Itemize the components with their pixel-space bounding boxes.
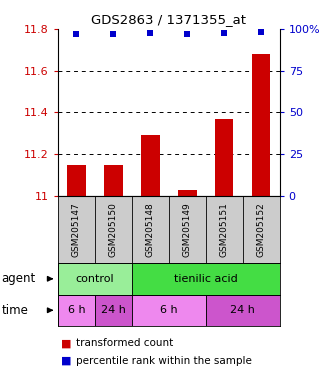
Text: agent: agent	[2, 272, 36, 285]
Text: transformed count: transformed count	[76, 338, 173, 348]
Text: GSM205152: GSM205152	[257, 202, 266, 257]
Bar	[132, 263, 280, 295]
Bar	[132, 295, 206, 326]
Text: tienilic acid: tienilic acid	[174, 274, 238, 284]
Bar	[67, 164, 86, 196]
Bar	[141, 135, 160, 196]
Text: GSM205150: GSM205150	[109, 202, 118, 257]
Bar	[206, 295, 280, 326]
Title: GDS2863 / 1371355_at: GDS2863 / 1371355_at	[91, 13, 246, 26]
Text: 6 h: 6 h	[68, 305, 85, 315]
Text: 6 h: 6 h	[160, 305, 178, 315]
Bar	[215, 119, 233, 196]
Bar	[58, 263, 132, 295]
Text: GSM205148: GSM205148	[146, 202, 155, 257]
Text: GSM205149: GSM205149	[183, 202, 192, 257]
Bar	[58, 295, 95, 326]
Text: percentile rank within the sample: percentile rank within the sample	[76, 356, 252, 366]
Bar	[104, 164, 122, 196]
Text: ■: ■	[61, 356, 72, 366]
Text: GSM205147: GSM205147	[72, 202, 81, 257]
Text: ■: ■	[61, 338, 72, 348]
Text: time: time	[2, 304, 28, 317]
Bar	[252, 54, 270, 196]
Bar	[178, 190, 197, 196]
Text: GSM205151: GSM205151	[220, 202, 229, 257]
Text: 24 h: 24 h	[101, 305, 126, 315]
Bar	[95, 295, 132, 326]
Text: 24 h: 24 h	[230, 305, 255, 315]
Text: control: control	[75, 274, 114, 284]
